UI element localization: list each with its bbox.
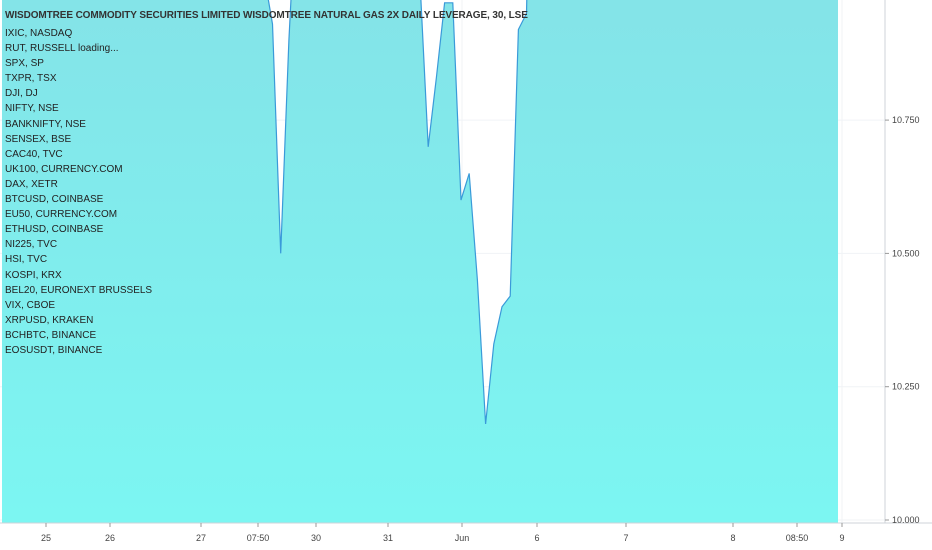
y-tick-label: 10.000: [892, 515, 920, 525]
x-tick-label: 30: [311, 533, 321, 543]
x-tick-label: Jun: [455, 533, 470, 543]
symbol-list-item[interactable]: TXPR, TSX: [5, 73, 57, 85]
x-tick-label: 25: [41, 533, 51, 543]
symbol-list-item[interactable]: DJI, DJ: [5, 88, 38, 100]
y-tick-label: 10.250: [892, 382, 920, 392]
symbol-list-item[interactable]: CAC40, TVC: [5, 148, 63, 160]
x-tick-label: 26: [105, 533, 115, 543]
symbol-list-item[interactable]: BEL20, EURONEXT BRUSSELS: [5, 284, 153, 296]
symbol-list-item[interactable]: BTCUSD, COINBASE: [5, 194, 104, 206]
symbol-list-item[interactable]: ETHUSD, COINBASE: [5, 224, 104, 236]
symbol-list-item[interactable]: IXIC, NASDAQ: [5, 28, 73, 39]
chart-title: WISDOMTREE COMMODITY SECURITIES LIMITED …: [5, 10, 528, 21]
x-tick-label: 08:50: [786, 533, 809, 543]
symbol-list-item[interactable]: EU50, CURRENCY.COM: [5, 209, 118, 221]
y-tick-label: 10.750: [892, 115, 920, 125]
symbol-list-item[interactable]: DAX, XETR: [5, 178, 58, 190]
symbol-list-item[interactable]: EOSUSDT, BINANCE: [5, 344, 103, 356]
x-tick-label: 8: [730, 533, 735, 543]
symbol-list-item[interactable]: XRPUSD, KRAKEN: [5, 314, 94, 326]
x-tick-label: 27: [196, 533, 206, 543]
symbol-list-item[interactable]: NIFTY, NSE: [5, 103, 59, 115]
x-tick-label: 07:50: [247, 533, 270, 543]
x-tick-label: 31: [383, 533, 393, 543]
symbol-list-item[interactable]: RUT, RUSSELL loading...: [5, 43, 119, 55]
symbol-list-item[interactable]: HSI, TVC: [5, 254, 48, 266]
price-area: [2, 0, 838, 523]
symbol-list-item[interactable]: NI225, TVC: [5, 239, 58, 251]
x-tick-label: 7: [623, 533, 628, 543]
symbol-list-item[interactable]: VIX, CBOE: [5, 299, 56, 311]
symbol-list-item[interactable]: BANKNIFTY, NSE: [5, 118, 86, 130]
y-tick-label: 10.500: [892, 248, 920, 258]
symbol-list: IXIC, NASDAQ RUT, RUSSELL loading... SPX, …: [5, 26, 152, 358]
x-tick-label: 9: [839, 533, 844, 543]
x-tick-label: 6: [534, 533, 539, 543]
symbol-list-item[interactable]: KOSPI, KRX: [5, 269, 62, 281]
symbol-list-item[interactable]: UK100, CURRENCY.COM: [5, 163, 123, 175]
symbol-list-item[interactable]: SPX, SP: [5, 58, 44, 70]
symbol-list-item[interactable]: SENSEX, BSE: [5, 133, 72, 145]
symbol-list-item[interactable]: BCHBTC, BINANCE: [5, 329, 97, 341]
